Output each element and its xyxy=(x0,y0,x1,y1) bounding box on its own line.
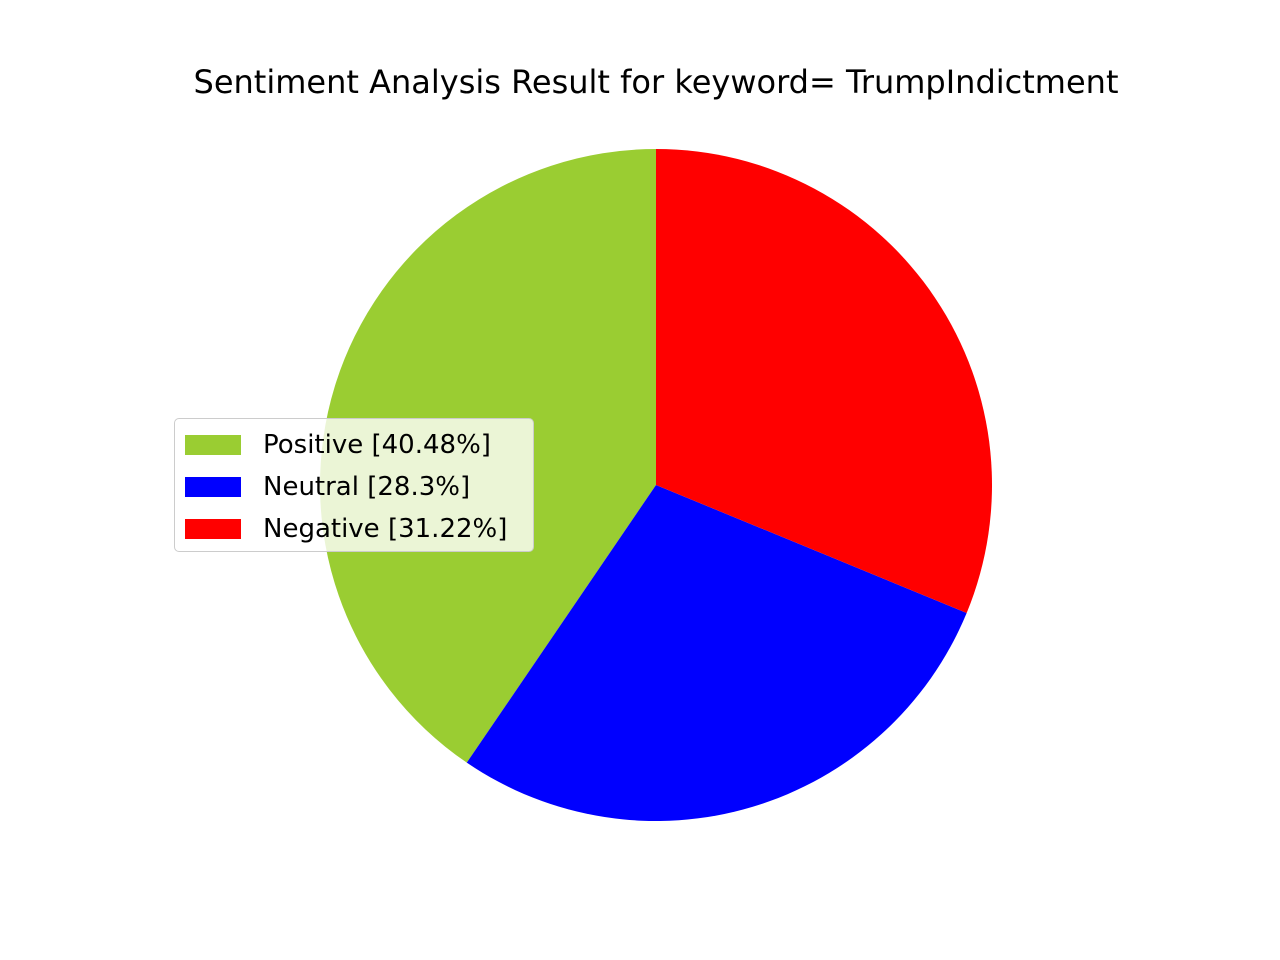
legend-swatch-positive xyxy=(185,435,241,455)
legend-item-neutral: Neutral [28.3%] xyxy=(175,472,470,502)
legend-item-positive: Positive [40.48%] xyxy=(175,430,491,460)
pie-slice-neutral xyxy=(466,485,967,821)
legend-label-negative: Negative [31.22%] xyxy=(263,514,508,544)
chart-legend: Positive [40.48%] Neutral [28.3%] Negati… xyxy=(174,418,534,552)
legend-swatch-negative xyxy=(185,519,241,539)
chart-title: Sentiment Analysis Result for keyword= T… xyxy=(193,63,1119,101)
legend-label-positive: Positive [40.48%] xyxy=(263,430,491,460)
pie-slice-negative xyxy=(656,149,992,613)
legend-swatch-neutral xyxy=(185,477,241,497)
legend-item-negative: Negative [31.22%] xyxy=(175,514,507,544)
legend-label-neutral: Neutral [28.3%] xyxy=(263,472,471,502)
